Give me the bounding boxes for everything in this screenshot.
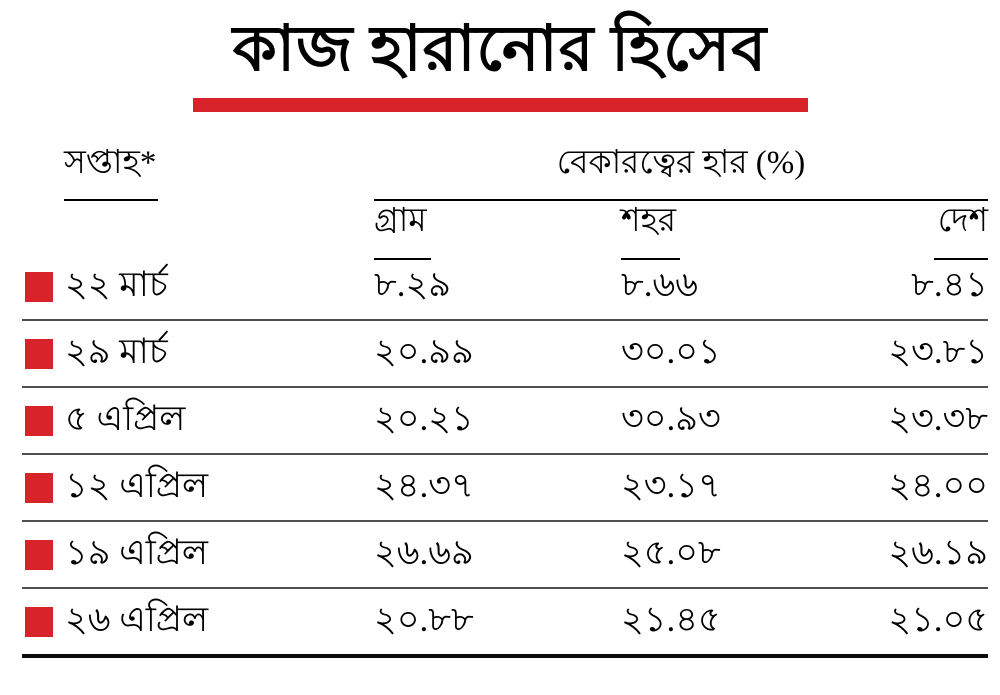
red-square-bullet-icon: [25, 338, 53, 369]
red-square-bullet-icon: [25, 539, 53, 570]
table-row: ২৬ এপ্রিল ২০.৮৮ ২১.৪৫ ২১.০৫: [22, 589, 988, 658]
week-cell: ২৬ এপ্রিল: [22, 592, 374, 651]
week-label: ২২ মার্চ: [65, 265, 168, 304]
week-label: ১৯ এপ্রিল: [65, 533, 209, 572]
rate-value-shohor: ২৩.১৭: [621, 466, 721, 505]
red-square-bullet-icon: [25, 405, 53, 436]
rate-value-shohor: ৩০.৯৩: [621, 399, 721, 438]
red-square-bullet-icon: [25, 472, 53, 503]
rate-value-gram: ২৬.৬৯: [374, 533, 474, 572]
rate-value-shohor: ৮.৬৬: [621, 265, 698, 304]
rate-value-desh: ৮.৪১: [911, 265, 988, 304]
week-column-header: সপ্তাহ*: [64, 136, 159, 201]
week-cell: ১৯ এপ্রিল: [22, 525, 374, 584]
table-row: ১২ এপ্রিল ২৪.৩৭ ২৩.১৭ ২৪.০০: [22, 455, 988, 522]
rate-value-gram: ৮.২৯: [374, 265, 451, 304]
red-square-bullet-icon: [25, 271, 53, 302]
week-label: ২৯ মার্চ: [65, 332, 168, 371]
rate-value-desh: ২৩.৮১: [888, 332, 988, 371]
page-title: কাজ হারানোর হিসেব: [232, 14, 768, 84]
subheader-desh: দেশ: [933, 194, 988, 260]
rate-value-desh: ২১.০৫: [888, 600, 988, 639]
red-square-bullet-icon: [25, 606, 53, 637]
rate-value-shohor: ৩০.০১: [621, 332, 721, 371]
week-label: ৫ এপ্রিল: [65, 399, 186, 438]
jobs-lost-table: সপ্তাহ* বেকারত্বের হার (%) গ্রাম শহর দেশ…: [22, 136, 988, 658]
week-label: ১২ এপ্রিল: [65, 466, 209, 505]
table-row: ১৯ এপ্রিল ২৬.৬৯ ২৫.০৮ ২৬.১৯: [22, 522, 988, 589]
title-block: কাজ হারানোর হিসেব: [0, 0, 1000, 98]
rate-value-shohor: ২১.৪৫: [621, 600, 721, 639]
rate-value-gram: ২৪.৩৭: [374, 466, 474, 505]
rate-value-desh: ২৩.৩৮: [888, 399, 988, 438]
rate-value-shohor: ২৫.০৮: [621, 533, 721, 572]
rate-value-gram: ২০.২১: [374, 399, 474, 438]
title-underline-bar: [192, 98, 808, 112]
week-cell: ২৯ মার্চ: [22, 324, 374, 383]
rate-value-gram: ২০.৮৮: [374, 600, 474, 639]
table-row: ২৯ মার্চ ২০.৯৯ ৩০.০১ ২৩.৮১: [22, 321, 988, 388]
week-cell: ২২ মার্চ: [22, 257, 374, 316]
week-cell: ১২ এপ্রিল: [22, 458, 374, 517]
table-row: ২২ মার্চ ৮.২৯ ৮.৬৬ ৮.৪১: [22, 254, 988, 321]
rate-value-gram: ২০.৯৯: [374, 332, 474, 371]
week-label: ২৬ এপ্রিল: [65, 600, 209, 639]
subheader-gram: গ্রাম: [374, 194, 431, 260]
subheader-shohor: শহর: [621, 194, 681, 260]
week-cell: ৫ এপ্রিল: [22, 391, 374, 450]
rate-value-desh: ২৪.০০: [888, 466, 988, 505]
table-header-row: সপ্তাহ* বেকারত্বের হার (%): [22, 136, 988, 201]
table-rows: ২২ মার্চ ৮.২৯ ৮.৬৬ ৮.৪১ ২৯ মার্চ ২০.৯৯ ৩…: [22, 254, 988, 658]
table-subheader-row: গ্রাম শহর দেশ: [22, 194, 988, 260]
table-row: ৫ এপ্রিল ২০.২১ ৩০.৯৩ ২৩.৩৮: [22, 388, 988, 455]
unemployment-rate-group-header: বেকারত্বের হার (%): [374, 136, 988, 201]
rate-value-desh: ২৬.১৯: [888, 533, 988, 572]
